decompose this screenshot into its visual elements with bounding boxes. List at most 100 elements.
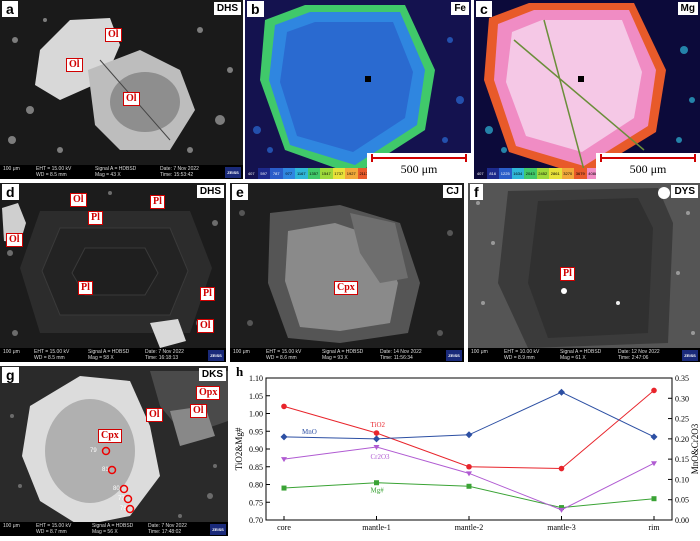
y-left-tick-label: 1.10 (249, 374, 263, 383)
analysis-spot-label: 81 (102, 467, 109, 473)
y-left-tick-label: 1.05 (249, 392, 263, 401)
sem-info-bar: 100 μm EHT = 15.00 kV WD = 8.7 mm Signal… (0, 522, 228, 536)
scale-bar: 500 μm (367, 153, 471, 179)
mineral-label-ol: Ol (190, 404, 207, 418)
mag-text: Mag = 43 X (95, 172, 121, 178)
panel-g-image (0, 366, 228, 536)
sem-info-bar: 100 μm EHT = 10.00 kV WD = 8.9 mm Signal… (468, 348, 700, 362)
mineral-label-ol: Ol (70, 193, 87, 207)
analysis-spot-label: 77 (118, 496, 125, 502)
panel-label: c (476, 1, 492, 17)
wd-text: WD = 8.5 mm (36, 172, 67, 178)
site-label: DHS (213, 2, 241, 15)
series-label-Cr2O3: Cr2O3 (371, 453, 391, 461)
y-left-tick-label: 1.00 (249, 410, 263, 419)
mineral-label-ol: Ol (123, 92, 140, 106)
series-line-Cr2O3 (283, 446, 655, 511)
panel-f-image (468, 183, 700, 362)
panel-d: d DHS Ol Pl Pl Ol Pl Pl Ol 100 μm EHT = … (0, 183, 226, 362)
legend-value: 3270 (561, 168, 574, 179)
eht-text: EHT = 15.00 kV (266, 349, 302, 355)
y-left-tick-label: 0.85 (249, 463, 263, 472)
zeiss-logo: ZEISS (208, 350, 224, 361)
legend-value: 2861 (549, 168, 562, 179)
y-left-tick-label: 0.70 (249, 516, 263, 525)
analysis-spot-label: 78 (120, 506, 127, 512)
mineral-label-ol: Ol (146, 408, 163, 422)
panel-e-image (230, 183, 464, 362)
sem-info-bar: 100 μm EHT = 15.00 kV WD = 8.5 mm Signal… (0, 348, 226, 362)
y-left-tick-label: 0.95 (249, 427, 263, 436)
element-label: Fe (451, 2, 469, 15)
signal-text: Signal A = HDBSD (322, 349, 364, 355)
mag-text: Mag = 93 X (322, 355, 348, 361)
series-label-TiO2: TiO2 (371, 421, 386, 429)
mineral-label-pl: Pl (200, 287, 215, 301)
panel-label: a (2, 1, 18, 17)
zeiss-logo: ZEISS (446, 350, 462, 361)
panel-g: g DKS Opx Ol Ol Cpx 79 81 80 77 78 100 μ… (0, 366, 228, 536)
data-point-Cr2O3 (373, 444, 380, 450)
series-line-TiO2 (283, 390, 655, 470)
x-tick-label: rim (648, 523, 660, 532)
scale-text: 100 μm (233, 349, 250, 355)
legend-value: 787 (270, 168, 283, 179)
y-left-tick-label: 0.80 (249, 481, 263, 490)
mineral-label-cpx: Cpx (334, 281, 358, 295)
y-right-tick-label: 0.25 (675, 415, 689, 424)
data-point-MnO (650, 433, 658, 441)
eht-text: EHT = 15.00 kV (34, 349, 70, 355)
signal-text: Signal A = HDBSD (88, 349, 130, 355)
y-right-tick-label: 0.30 (675, 394, 689, 403)
panel-a: a DHS Ol Ol Ol 100 μm EHT = 15.00 kV WD … (0, 0, 243, 179)
mineral-label-ol: Ol (6, 233, 23, 247)
data-point-Cr2O3 (558, 507, 565, 513)
y-left-axis-label: TiO2&Mg# (234, 427, 244, 470)
signal-text: Signal A = HDBSD (92, 523, 134, 529)
mineral-label-opx: Opx (196, 386, 221, 400)
eht-text: EHT = 15.00 kV (36, 166, 72, 172)
data-point-Mg# (559, 505, 564, 511)
series-label-Mg#: Mg# (371, 487, 385, 495)
wd-text: WD = 8.6 mm (266, 355, 297, 361)
site-label: DKS (198, 368, 226, 381)
legend-value: 1357 (307, 168, 320, 179)
panel-h-chart: 0.70 0.75 0.80 0.85 0.90 0.95 1.00 1.05 1.10 0.00… (232, 364, 700, 536)
legend-value: 407 (245, 168, 258, 179)
mag-text: Mag = 58 X (88, 355, 114, 361)
scale-bar-label: 500 μm (629, 162, 667, 176)
scale-text: 100 μm (471, 349, 488, 355)
y-right-tick-label: 0.20 (675, 435, 689, 444)
mag-text: Mag = 61 X (560, 355, 586, 361)
panel-label: f (470, 184, 483, 200)
data-point-TiO2 (558, 465, 565, 472)
legend-value: 1737 (332, 168, 345, 179)
wd-text: WD = 8.5 mm (34, 355, 65, 361)
mineral-label-pl: Pl (88, 211, 103, 225)
mineral-label-cpx: Cpx (98, 429, 122, 443)
mineral-label-ol: Ol (66, 58, 83, 72)
data-point-Cr2O3 (281, 457, 287, 463)
y-left-tick-label: 0.90 (249, 445, 263, 454)
legend-value: 597 (257, 168, 270, 179)
panel-label: b (247, 1, 264, 17)
panel-a-image (0, 0, 243, 179)
signal-text: Signal A = HDBSD (95, 166, 137, 172)
data-point-Mg# (374, 480, 379, 486)
legend-value: 2043 (524, 168, 537, 179)
y-left-tick-label: 0.75 (249, 498, 263, 507)
wd-text: WD = 8.7 mm (36, 529, 67, 535)
data-point-MnO (558, 388, 565, 396)
legend-value: 1927 (345, 168, 358, 179)
x-tick-label: mantle-2 (455, 523, 483, 532)
x-tick-label: core (277, 523, 291, 532)
zeiss-logo: ZEISS (210, 524, 226, 535)
panel-c-image (474, 0, 700, 179)
scale-text: 100 μm (3, 523, 20, 529)
plot-frame (265, 377, 673, 521)
panel-e: e CJ Cpx 100 μm EHT = 15.00 kV WD = 8.6 … (230, 183, 464, 362)
mag-text: Mag = 56 X (92, 529, 118, 535)
data-point-TiO2 (651, 387, 657, 394)
data-point-TiO2 (281, 403, 287, 410)
data-point-Cr2O3 (651, 461, 657, 467)
